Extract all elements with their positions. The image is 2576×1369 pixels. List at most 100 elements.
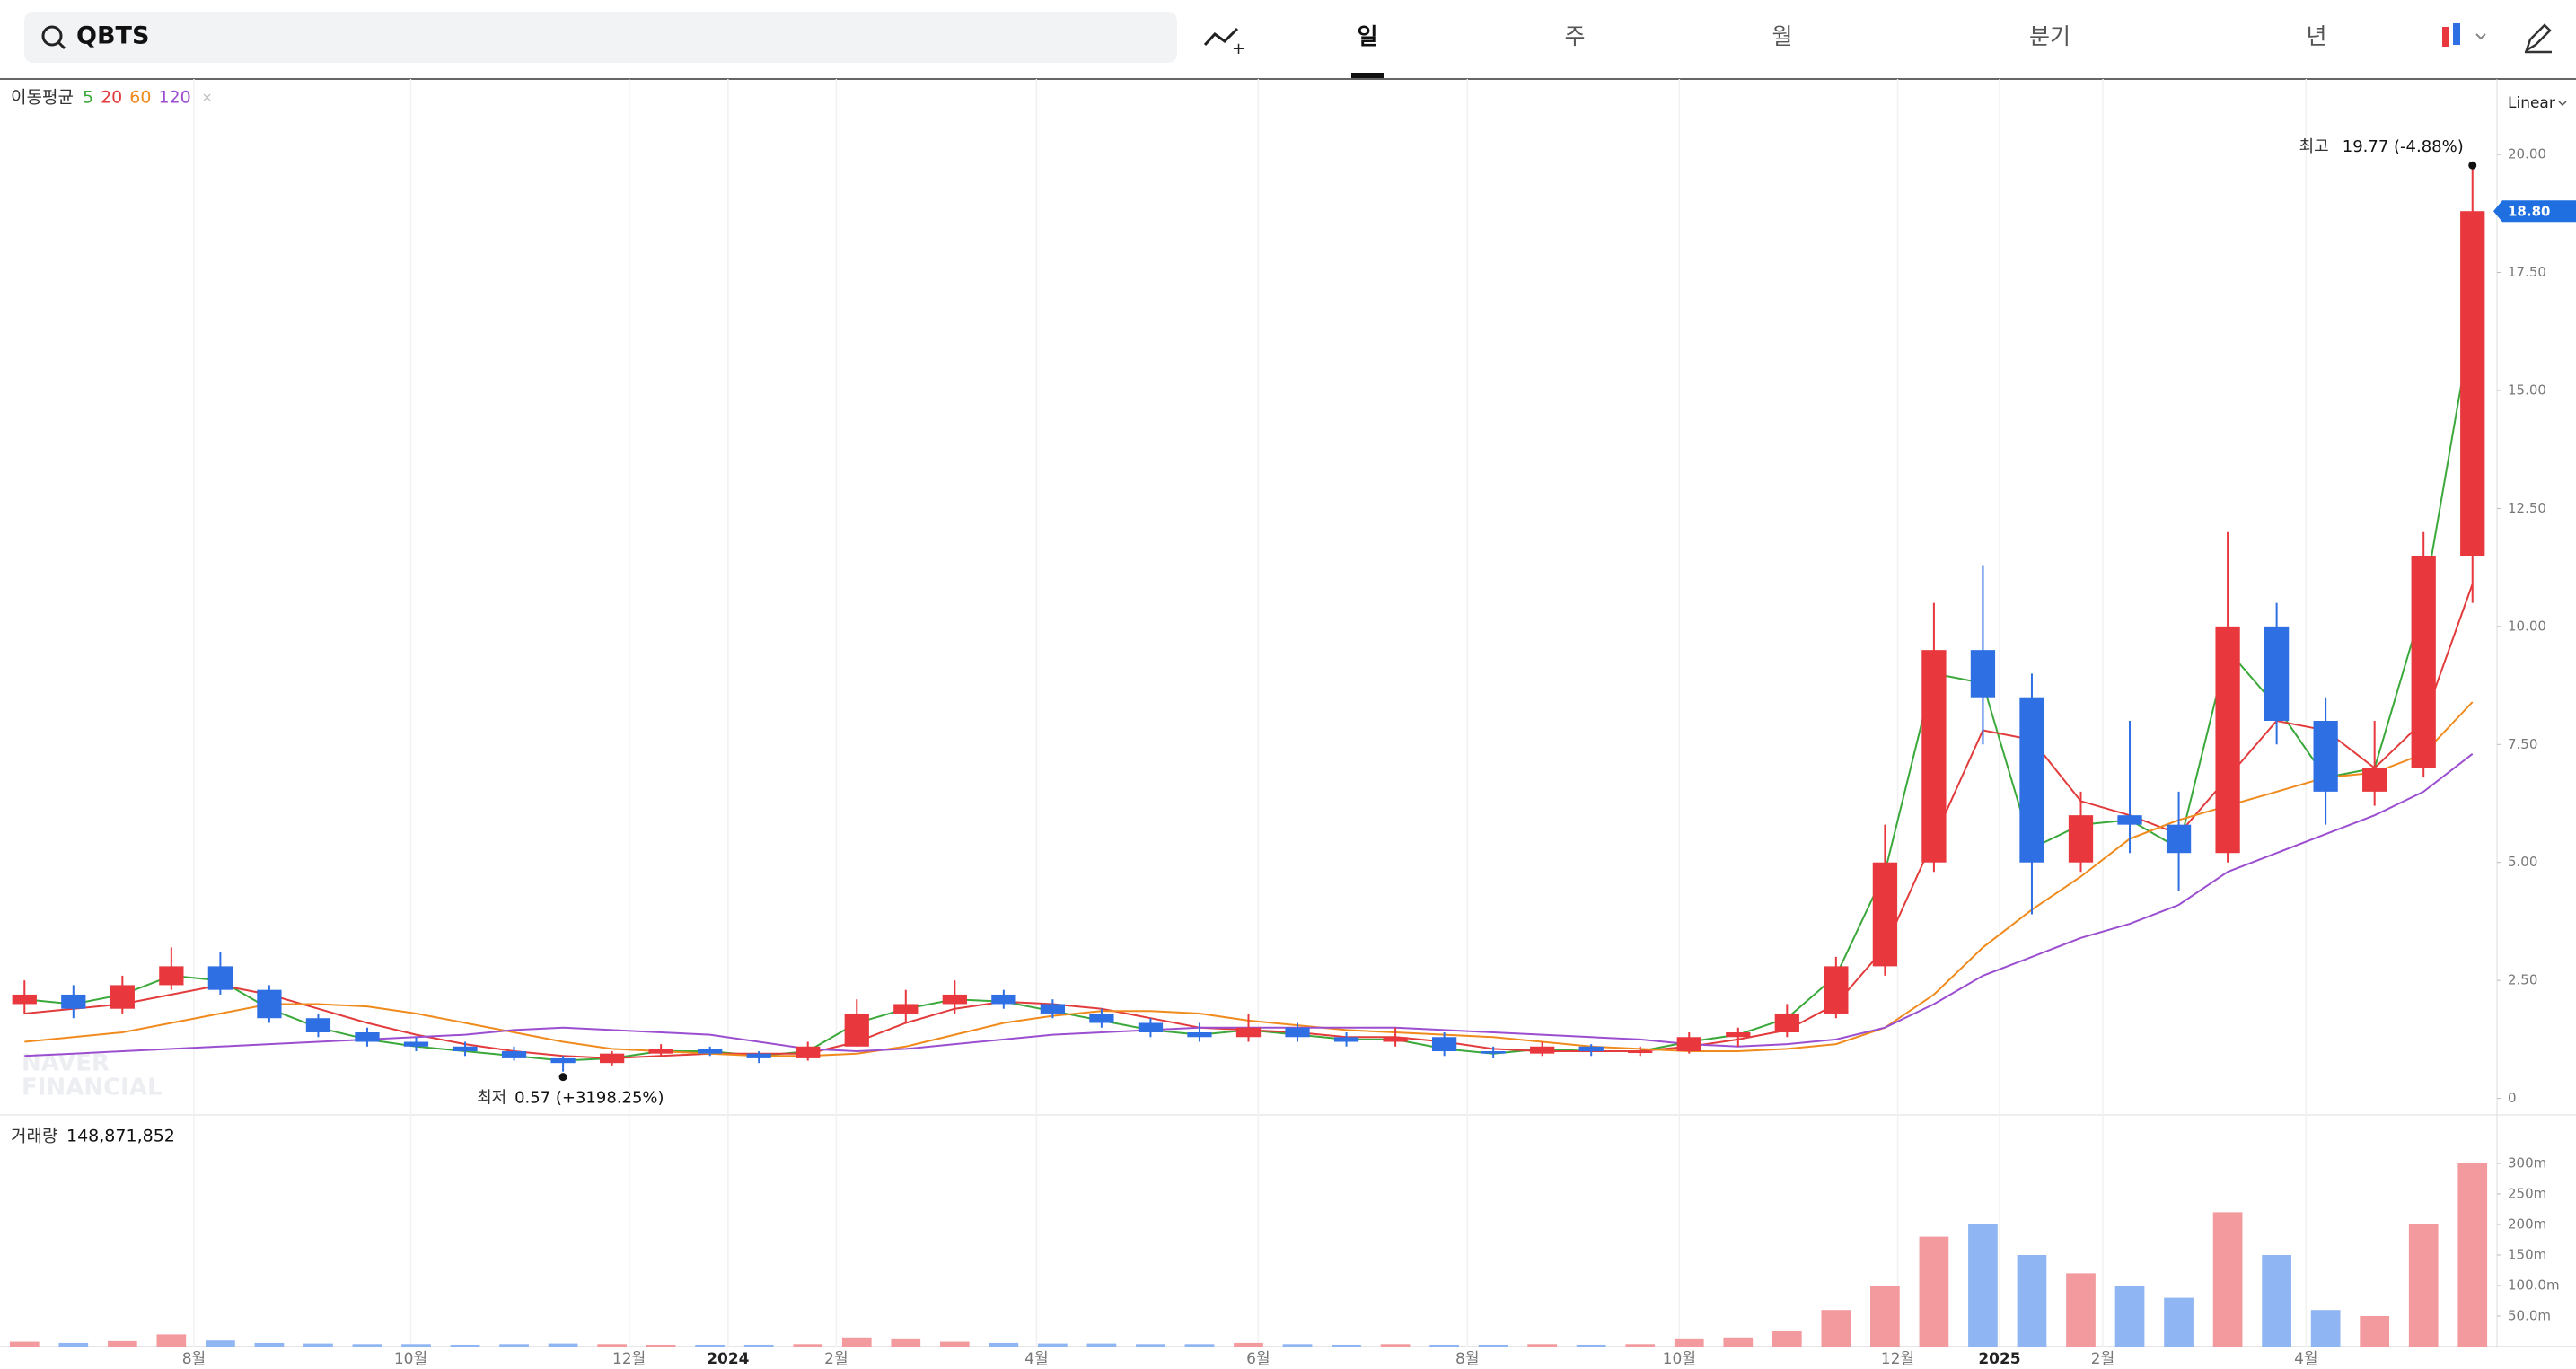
price-tag bbox=[2493, 200, 2576, 223]
volume-bar bbox=[401, 1344, 431, 1347]
volume-bar bbox=[1038, 1343, 1068, 1347]
indicator-icon[interactable]: + bbox=[1232, 39, 1245, 58]
candle-body bbox=[1138, 1022, 1164, 1032]
candle-body bbox=[2264, 626, 2290, 722]
candle-body bbox=[1824, 966, 1849, 1014]
volume-bar bbox=[352, 1344, 382, 1347]
volume-bar bbox=[9, 1341, 40, 1347]
candle-body bbox=[796, 1046, 821, 1058]
volume-bar bbox=[793, 1344, 823, 1347]
candle-body bbox=[2460, 211, 2485, 556]
volume-bar bbox=[2360, 1316, 2390, 1347]
ma-legend-item: 5 bbox=[83, 88, 93, 108]
candle-body bbox=[12, 994, 37, 1005]
volume-bar bbox=[1429, 1344, 1459, 1347]
volume-bar bbox=[1723, 1337, 1754, 1347]
candle-body bbox=[2215, 626, 2240, 854]
volume-bar bbox=[1821, 1310, 1851, 1347]
max-label: 19.77 (-4.88%) bbox=[2343, 137, 2464, 156]
candle-body bbox=[61, 994, 86, 1009]
search-icon bbox=[41, 25, 63, 47]
ma-legend-item: 60 bbox=[129, 88, 151, 108]
volume-tick-label: 300m bbox=[2508, 1155, 2546, 1172]
candle-body bbox=[550, 1057, 576, 1064]
candle-body bbox=[1235, 1027, 1262, 1038]
candle-body bbox=[1921, 650, 1947, 863]
x-tick-label: 2월 bbox=[2091, 1350, 2114, 1368]
volume-bar bbox=[1674, 1338, 1704, 1347]
y-tick-label: 7.50 bbox=[2508, 736, 2537, 752]
volume-tick-label: 100.0m bbox=[2508, 1277, 2560, 1294]
volume-bar bbox=[58, 1342, 89, 1347]
candle-body bbox=[1333, 1037, 1359, 1042]
min-label: 0.57 (+3198.25%) bbox=[514, 1089, 664, 1108]
volume-bar bbox=[2017, 1255, 2047, 1347]
candle-body bbox=[403, 1041, 429, 1047]
volume-bar bbox=[1380, 1344, 1411, 1347]
candle-body bbox=[2411, 555, 2436, 768]
x-tick-label: 12월 bbox=[612, 1350, 646, 1368]
volume-bar bbox=[1234, 1342, 1263, 1347]
search-text[interactable]: QBTS bbox=[76, 22, 149, 50]
indicator-icon[interactable] bbox=[1203, 27, 1239, 47]
volume-bar bbox=[2310, 1310, 2341, 1347]
tab[interactable]: 월 bbox=[1772, 23, 1792, 49]
y-tick-label: 10.00 bbox=[2508, 618, 2546, 634]
volume-bar bbox=[939, 1341, 970, 1347]
candle-body bbox=[599, 1053, 625, 1064]
volume-bar bbox=[989, 1342, 1019, 1347]
max-marker bbox=[2468, 161, 2477, 170]
x-tick-label: 8월 bbox=[182, 1350, 206, 1368]
candle-body bbox=[746, 1053, 771, 1058]
y-tick-label: 15.00 bbox=[2508, 382, 2546, 398]
chart-type-icon[interactable] bbox=[2442, 27, 2449, 47]
candle-body bbox=[453, 1046, 478, 1052]
volume-bar bbox=[891, 1338, 921, 1347]
x-tick-label: 4월 bbox=[2294, 1350, 2317, 1368]
volume-bar bbox=[2164, 1297, 2194, 1347]
min-marker bbox=[558, 1073, 567, 1082]
x-tick-label: 2025 bbox=[1978, 1350, 2020, 1368]
candle-body bbox=[1187, 1031, 1212, 1038]
max-prefix: 최고 bbox=[2299, 137, 2329, 156]
volume-bar bbox=[597, 1344, 627, 1347]
chart-type-icon[interactable] bbox=[2453, 23, 2460, 45]
y-tick-label: 0 bbox=[2508, 1090, 2517, 1106]
edit-icon[interactable] bbox=[2524, 23, 2552, 54]
volume-bar bbox=[2066, 1273, 2096, 1347]
scale-label[interactable]: Linear bbox=[2508, 94, 2555, 112]
candle-body bbox=[2313, 721, 2338, 792]
volume-bar bbox=[695, 1344, 725, 1347]
scale-caret[interactable] bbox=[2558, 101, 2567, 107]
volume-bar bbox=[1332, 1344, 1361, 1347]
candle-body bbox=[1726, 1031, 1751, 1038]
y-tick-label: 20.00 bbox=[2508, 146, 2546, 162]
ma-legend-item: 20 bbox=[101, 88, 122, 108]
tab[interactable]: 분기 bbox=[2029, 23, 2070, 49]
tab[interactable]: 일 bbox=[1357, 23, 1377, 49]
candle-body bbox=[1431, 1037, 1457, 1052]
ma-legend-close[interactable]: × bbox=[202, 91, 213, 105]
candle-body bbox=[305, 1018, 331, 1032]
watermark: FINANCIAL bbox=[22, 1075, 163, 1101]
ma-line bbox=[24, 701, 2474, 1057]
tab[interactable]: 주 bbox=[1564, 23, 1585, 49]
candle-body bbox=[2019, 697, 2044, 863]
candle-body bbox=[1578, 1046, 1604, 1052]
volume-bar bbox=[2114, 1286, 2145, 1347]
candle-body bbox=[844, 1013, 869, 1047]
ma-legend-item: 120 bbox=[158, 88, 190, 108]
volume-bar bbox=[2408, 1224, 2439, 1347]
candle-body bbox=[1089, 1013, 1114, 1023]
candle-body bbox=[1970, 650, 1996, 698]
candle-body bbox=[1481, 1051, 1506, 1054]
tab[interactable]: 년 bbox=[2306, 23, 2326, 49]
price-tag-label: 18.80 bbox=[2508, 204, 2550, 220]
x-tick-label: 8월 bbox=[1455, 1350, 1479, 1368]
volume-bar bbox=[743, 1344, 774, 1347]
search-box[interactable] bbox=[24, 12, 1177, 63]
volume-bar bbox=[1576, 1344, 1606, 1347]
x-tick-label: 10월 bbox=[1663, 1350, 1696, 1368]
chart-type-icon[interactable] bbox=[2475, 33, 2486, 40]
volume-tick-label: 250m bbox=[2508, 1186, 2546, 1202]
